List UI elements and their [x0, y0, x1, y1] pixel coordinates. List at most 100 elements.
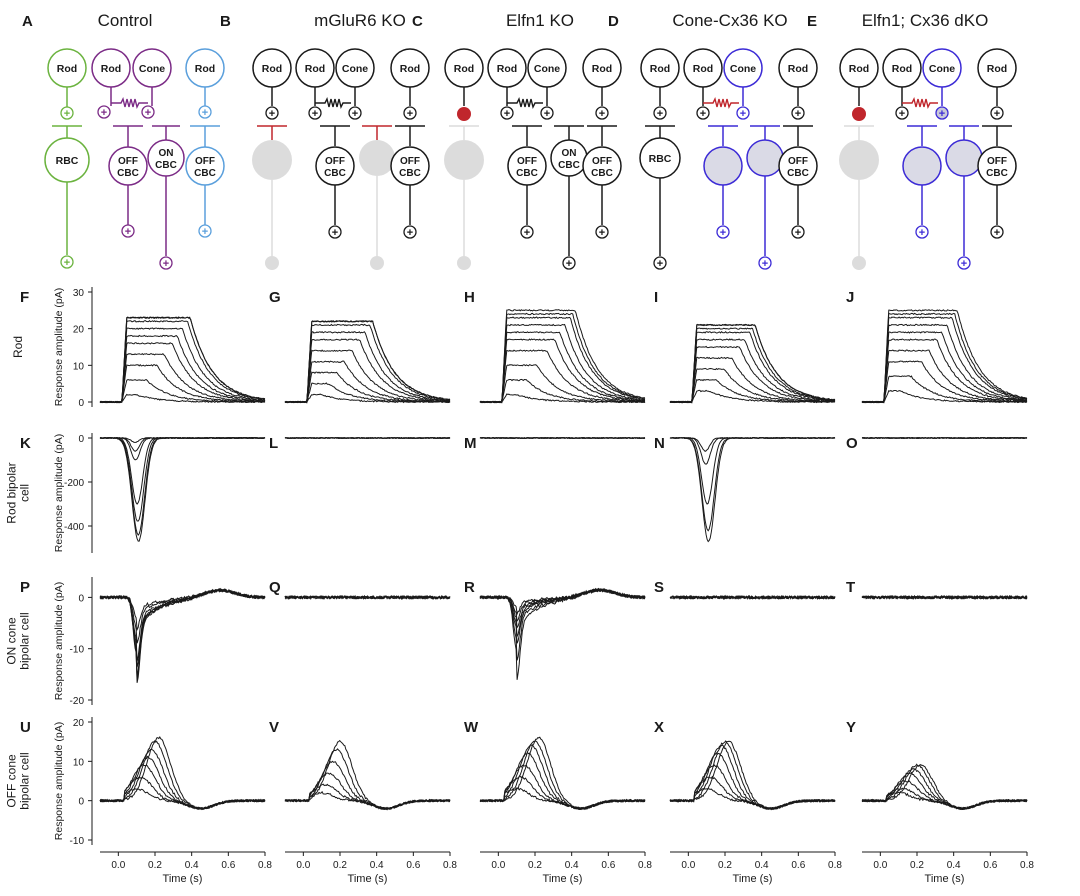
- off-cbc-label-1: OFF: [325, 156, 345, 167]
- x-tick-label: 0.4: [947, 860, 961, 871]
- off-terminal-2-sign: +: [202, 226, 208, 238]
- panel-letter: U: [20, 719, 31, 736]
- x-axis-title: Time (s): [925, 873, 965, 885]
- rod-cell-label: Rod: [849, 63, 869, 75]
- plus-a-sign: +: [101, 107, 107, 119]
- trace-F-3: [99, 353, 266, 404]
- cone-cell-label: Cone: [342, 63, 368, 75]
- trace-row-rbc: Rod bipolar cell Response amplitude (pA) 0 -…: [5, 433, 1028, 553]
- x-tick-label: 0.0: [681, 860, 695, 871]
- x-axis-1: 0.0 0.2 0.4 0.6 0.8 Time (s): [285, 851, 457, 885]
- trace-K-6: [99, 436, 266, 542]
- x-tick-label: 0.8: [828, 860, 842, 871]
- plus-c-sign: +: [407, 108, 413, 120]
- plus-b-sign: +: [740, 108, 746, 120]
- trace-W-6: [479, 736, 646, 811]
- trace-H-9: [479, 309, 646, 404]
- trace-H-4: [479, 338, 646, 404]
- trace-P-6: [99, 588, 266, 683]
- trace-G-5: [284, 338, 451, 404]
- off-terminal-2-sign: +: [994, 227, 1000, 239]
- rbc-ghost: [444, 140, 484, 180]
- trace-F-4: [99, 342, 266, 403]
- off-cbc-label-1: OFF: [517, 156, 537, 167]
- trace-panel-G: G: [269, 289, 451, 404]
- trace-L-4: [284, 436, 451, 439]
- panel-letter: R: [464, 579, 475, 596]
- y-tick-label: -200: [64, 478, 84, 489]
- synapse-plus-sign: +: [64, 108, 70, 120]
- rbc-ghost: [839, 140, 879, 180]
- off-terminal: [520, 225, 534, 239]
- x-tick-label: 0.0: [491, 860, 505, 871]
- off-terminal: [121, 224, 135, 238]
- trace-G-2: [284, 371, 451, 404]
- on-terminal-sign: +: [163, 258, 169, 270]
- off-terminal-2: [198, 224, 212, 238]
- rbc-cell-label: RBC: [56, 155, 79, 167]
- x-tick-label: 0.0: [873, 860, 887, 871]
- y-tick-label: 10: [73, 757, 85, 768]
- panel-letter: Y: [846, 719, 856, 736]
- x-tick-label: 0.4: [185, 860, 199, 871]
- rbc-terminal-ghost: [852, 256, 866, 270]
- trace-X-1: [669, 775, 836, 810]
- plus-a-sign: +: [312, 108, 318, 120]
- gap-junction: [315, 96, 351, 110]
- x-tick-label: 0.8: [1020, 860, 1034, 871]
- y-axis-label-oncbc: Response amplitude (pA): [53, 582, 65, 700]
- trace-J-0: [861, 389, 1028, 404]
- row-label-line: bipolar cell: [18, 612, 32, 669]
- off-cbc-label-2: CBC: [516, 168, 538, 179]
- panel-letter: W: [464, 719, 479, 736]
- x-tick-label: 0.6: [791, 860, 805, 871]
- off-cbc-2-label-2: CBC: [399, 168, 421, 179]
- panel-letter: P: [20, 579, 30, 596]
- cone-cell-label: Cone: [730, 63, 756, 75]
- on-cbc-ghost: [359, 140, 395, 176]
- synapse-plus: [653, 106, 667, 120]
- x-axis-title: Time (s): [163, 873, 203, 885]
- off-terminal-sign: +: [524, 227, 530, 239]
- off-terminal: [915, 225, 929, 239]
- synapse-plus-sign: +: [269, 108, 275, 120]
- y-tick-label: 20: [73, 325, 85, 336]
- y-tick-label: 0: [78, 593, 84, 604]
- off-terminal-sign: +: [919, 227, 925, 239]
- x-tick-label: 0.0: [111, 860, 125, 871]
- off-terminal-2: [791, 225, 805, 239]
- synapse-plus: [60, 106, 74, 120]
- row-label-line: ON cone: [5, 617, 19, 665]
- plus-b: [935, 106, 949, 120]
- trace-F-9: [99, 316, 266, 404]
- panel-letter: G: [269, 289, 281, 306]
- y-tick-label: 0: [78, 434, 84, 445]
- panel-title-1: mGluR6 KO: [314, 11, 406, 30]
- trace-row-oncbc: ON cone bipolar cell Response amplitude (p…: [5, 577, 1028, 707]
- x-tick-label: 0.2: [333, 860, 347, 871]
- rbc-terminal-ghost: [265, 256, 279, 270]
- trace-H-7: [479, 316, 646, 404]
- trace-S-4: [669, 594, 836, 600]
- trace-I-6: [669, 330, 836, 404]
- row-label-line: bipolar cell: [18, 752, 32, 809]
- plus-c: [990, 106, 1004, 120]
- trace-panel-O: O: [846, 435, 1028, 452]
- trace-panel-T: T: [846, 579, 1028, 601]
- schematic-panel-3: D Cone-Cx36 KO Rod Rod Cone Rod + + + + RBC + + + OFFC…: [608, 11, 818, 270]
- rod-cell-2-label: Rod: [693, 63, 713, 75]
- plus-c-sign: +: [202, 107, 208, 119]
- panel-letter-0: A: [22, 13, 33, 30]
- panel-letter: O: [846, 435, 858, 452]
- x-tick-label: 0.4: [755, 860, 769, 871]
- y-axis-label: Response amplitude (pA): [53, 288, 65, 406]
- x-tick-label: 0.2: [910, 860, 924, 871]
- panel-letter: K: [20, 435, 31, 452]
- trace-panel-F: F: [20, 289, 266, 404]
- y-tick-label: -10: [70, 836, 85, 847]
- trace-F-5: [99, 334, 266, 404]
- off-terminal-2: [990, 225, 1004, 239]
- rod-cell-3-label: Rod: [987, 63, 1007, 75]
- trace-Y-5: [861, 763, 1028, 810]
